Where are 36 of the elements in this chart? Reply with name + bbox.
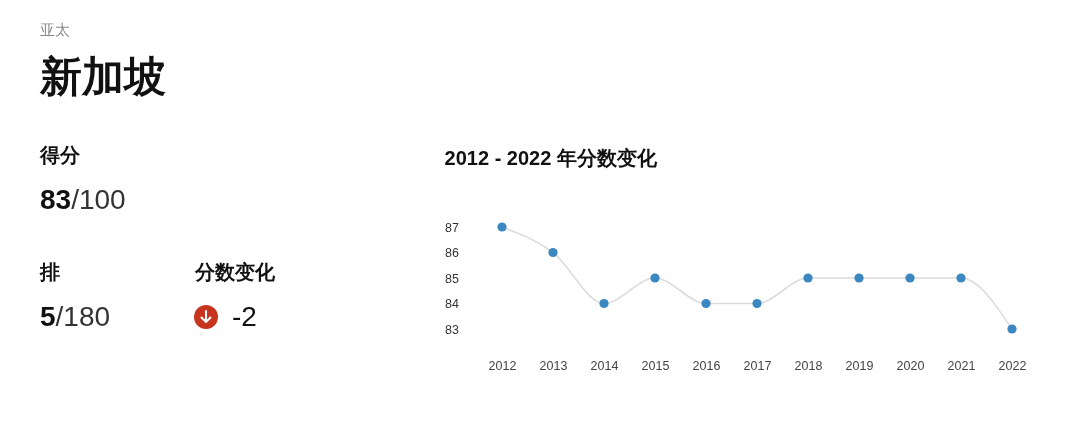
text: -2 (232, 301, 257, 332)
x-tick-label: 2021 (947, 358, 976, 373)
x-tick-label: 2012 (488, 358, 517, 373)
text: 分数变化 (195, 261, 275, 283)
point (956, 273, 966, 283)
x-tick-label: 2022 (998, 358, 1027, 373)
y-tick-label: 86 (445, 246, 460, 260)
text: 排 (40, 261, 60, 283)
point (599, 298, 609, 309)
x-tick-label: 2017 (743, 358, 772, 373)
y-tick-label: 87 (445, 220, 460, 235)
text: 亚太 (40, 21, 70, 38)
text: 5/180 (40, 301, 111, 332)
y-tick-label: 85 (445, 271, 460, 286)
point (701, 298, 711, 309)
point (497, 222, 507, 232)
x-tick-label: 2014 (590, 358, 619, 373)
y-tick-label: 83 (445, 322, 460, 337)
x-tick-label: 2016 (692, 358, 721, 373)
point (1007, 324, 1017, 334)
x-tick-label: 2018 (794, 358, 823, 373)
point (803, 273, 813, 283)
y-tick-label: 84 (445, 297, 460, 311)
chart-title: 2012 - 2022 年分数变化 (444, 147, 658, 169)
point (854, 273, 864, 283)
point (650, 273, 660, 283)
x-tick-label: 2015 (641, 358, 670, 373)
point (752, 298, 762, 309)
point (905, 273, 915, 283)
point (548, 247, 558, 258)
text: 新加坡 (40, 53, 166, 100)
text: 83/100 (40, 184, 126, 215)
text: 得分 (40, 144, 80, 166)
x-tick-label: 2019 (845, 358, 874, 373)
x-tick-label: 2013 (539, 358, 568, 373)
x-tick-label: 2020 (896, 358, 925, 373)
